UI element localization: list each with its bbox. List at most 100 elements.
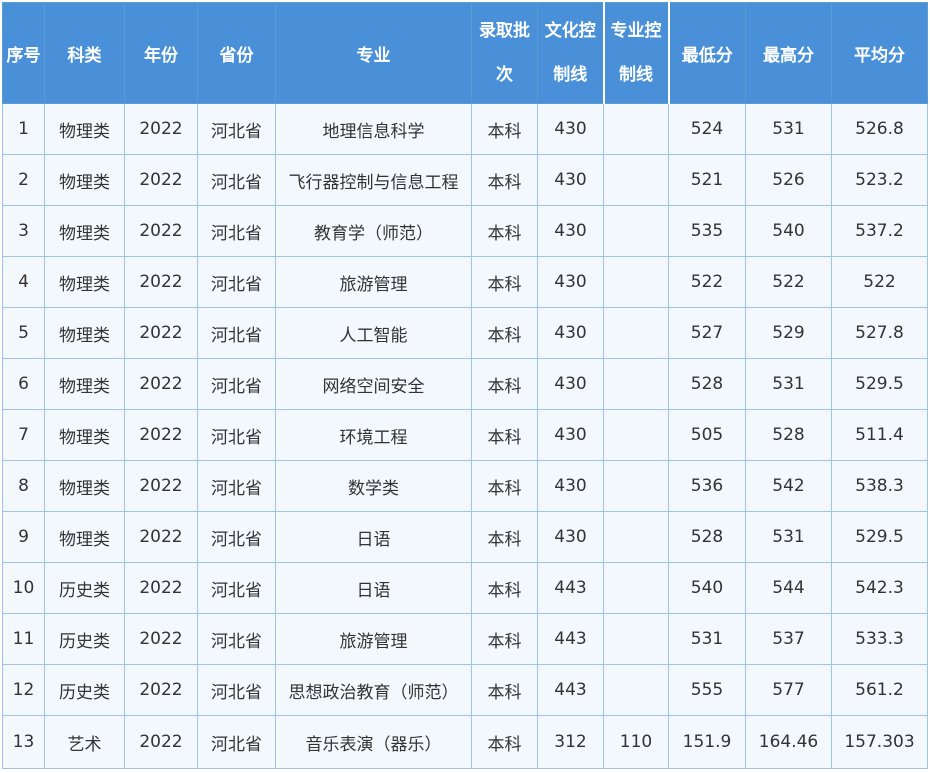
cell-max-score: 531	[745, 358, 832, 410]
table-body: 1 物理类 2022 河北省 地理信息科学 本科 430 524 531 526.8 2 物理类 202…	[2, 103, 928, 769]
header-major: 专业	[275, 2, 472, 104]
cell-major: 人工智能	[275, 307, 472, 359]
cell-major-line	[603, 409, 669, 461]
cell-culture-line: 430	[537, 307, 604, 359]
cell-major: 网络空间安全	[275, 358, 472, 410]
cell-avg-score: 542.3	[831, 562, 928, 614]
cell-index: 6	[2, 358, 45, 410]
cell-year: 2022	[124, 154, 198, 206]
cell-category: 物理类	[44, 511, 125, 563]
cell-min-score: 540	[668, 562, 746, 614]
cell-province: 河北省	[197, 511, 276, 563]
cell-category: 历史类	[44, 613, 125, 665]
cell-avg-score: 157.303	[831, 715, 928, 769]
header-culture-line: 文化控 制线	[537, 2, 604, 104]
cell-culture-line: 430	[537, 205, 604, 257]
table-row: 1 物理类 2022 河北省 地理信息科学 本科 430 524 531 526.8	[2, 103, 928, 155]
cell-max-score: 529	[745, 307, 832, 359]
header-province: 省份	[197, 2, 276, 104]
header-index: 序号	[2, 2, 45, 104]
cell-max-score: 577	[745, 664, 832, 716]
table-row: 5 物理类 2022 河北省 人工智能 本科 430 527 529 527.8	[2, 307, 928, 359]
cell-major-line	[603, 103, 669, 155]
cell-culture-line: 430	[537, 409, 604, 461]
cell-min-score: 528	[668, 358, 746, 410]
cell-batch: 本科	[471, 307, 538, 359]
cell-province: 河北省	[197, 562, 276, 614]
cell-category: 历史类	[44, 562, 125, 614]
table-row: 7 物理类 2022 河北省 环境工程 本科 430 505 528 511.4	[2, 409, 928, 461]
cell-min-score: 536	[668, 460, 746, 512]
cell-index: 3	[2, 205, 45, 257]
cell-year: 2022	[124, 307, 198, 359]
cell-major: 思想政治教育（师范）	[275, 664, 472, 716]
cell-index: 13	[2, 715, 45, 769]
cell-year: 2022	[124, 460, 198, 512]
cell-major: 日语	[275, 511, 472, 563]
cell-avg-score: 537.2	[831, 205, 928, 257]
cell-index: 12	[2, 664, 45, 716]
table-row: 8 物理类 2022 河北省 数学类 本科 430 536 542 538.3	[2, 460, 928, 512]
cell-avg-score: 529.5	[831, 511, 928, 563]
cell-min-score: 151.9	[668, 715, 746, 769]
cell-culture-line: 312	[537, 715, 604, 769]
cell-category: 艺术	[44, 715, 125, 769]
cell-major-line	[603, 562, 669, 614]
cell-min-score: 524	[668, 103, 746, 155]
cell-major-line	[603, 664, 669, 716]
cell-major-line	[603, 256, 669, 308]
cell-category: 物理类	[44, 256, 125, 308]
cell-batch: 本科	[471, 205, 538, 257]
cell-year: 2022	[124, 205, 198, 257]
cell-year: 2022	[124, 562, 198, 614]
table-row: 13 艺术 2022 河北省 音乐表演（器乐） 本科 312 110 151.9 164.46 15…	[2, 715, 928, 769]
cell-year: 2022	[124, 409, 198, 461]
cell-province: 河北省	[197, 664, 276, 716]
table-row: 3 物理类 2022 河北省 教育学（师范） 本科 430 535 540 537.2	[2, 205, 928, 257]
cell-min-score: 555	[668, 664, 746, 716]
cell-year: 2022	[124, 664, 198, 716]
header-min-score: 最低分	[668, 2, 746, 104]
cell-category: 物理类	[44, 358, 125, 410]
cell-province: 河北省	[197, 103, 276, 155]
cell-culture-line: 443	[537, 562, 604, 614]
cell-major-line	[603, 154, 669, 206]
cell-province: 河北省	[197, 715, 276, 769]
cell-max-score: 526	[745, 154, 832, 206]
cell-index: 7	[2, 409, 45, 461]
cell-major-line	[603, 613, 669, 665]
cell-index: 5	[2, 307, 45, 359]
cell-batch: 本科	[471, 358, 538, 410]
cell-index: 11	[2, 613, 45, 665]
table-row: 2 物理类 2022 河北省 飞行器控制与信息工程 本科 430 521 526 523.2	[2, 154, 928, 206]
cell-province: 河北省	[197, 205, 276, 257]
cell-batch: 本科	[471, 256, 538, 308]
cell-avg-score: 561.2	[831, 664, 928, 716]
cell-max-score: 164.46	[745, 715, 832, 769]
cell-min-score: 505	[668, 409, 746, 461]
header-year: 年份	[124, 2, 198, 104]
table-row: 9 物理类 2022 河北省 日语 本科 430 528 531 529.5	[2, 511, 928, 563]
cell-major-line: 110	[603, 715, 669, 769]
header-max-score: 最高分	[745, 2, 832, 104]
cell-year: 2022	[124, 511, 198, 563]
cell-batch: 本科	[471, 511, 538, 563]
cell-province: 河北省	[197, 256, 276, 308]
cell-min-score: 531	[668, 613, 746, 665]
cell-culture-line: 443	[537, 613, 604, 665]
cell-major-line	[603, 205, 669, 257]
cell-avg-score: 529.5	[831, 358, 928, 410]
cell-index: 8	[2, 460, 45, 512]
cell-province: 河北省	[197, 613, 276, 665]
table-row: 4 物理类 2022 河北省 旅游管理 本科 430 522 522 522	[2, 256, 928, 308]
cell-min-score: 527	[668, 307, 746, 359]
cell-category: 物理类	[44, 409, 125, 461]
cell-culture-line: 430	[537, 460, 604, 512]
cell-batch: 本科	[471, 664, 538, 716]
cell-max-score: 528	[745, 409, 832, 461]
cell-year: 2022	[124, 715, 198, 769]
cell-category: 物理类	[44, 154, 125, 206]
cell-major: 环境工程	[275, 409, 472, 461]
table-row: 12 历史类 2022 河北省 思想政治教育（师范） 本科 443 555 577 561.2	[2, 664, 928, 716]
cell-max-score: 537	[745, 613, 832, 665]
